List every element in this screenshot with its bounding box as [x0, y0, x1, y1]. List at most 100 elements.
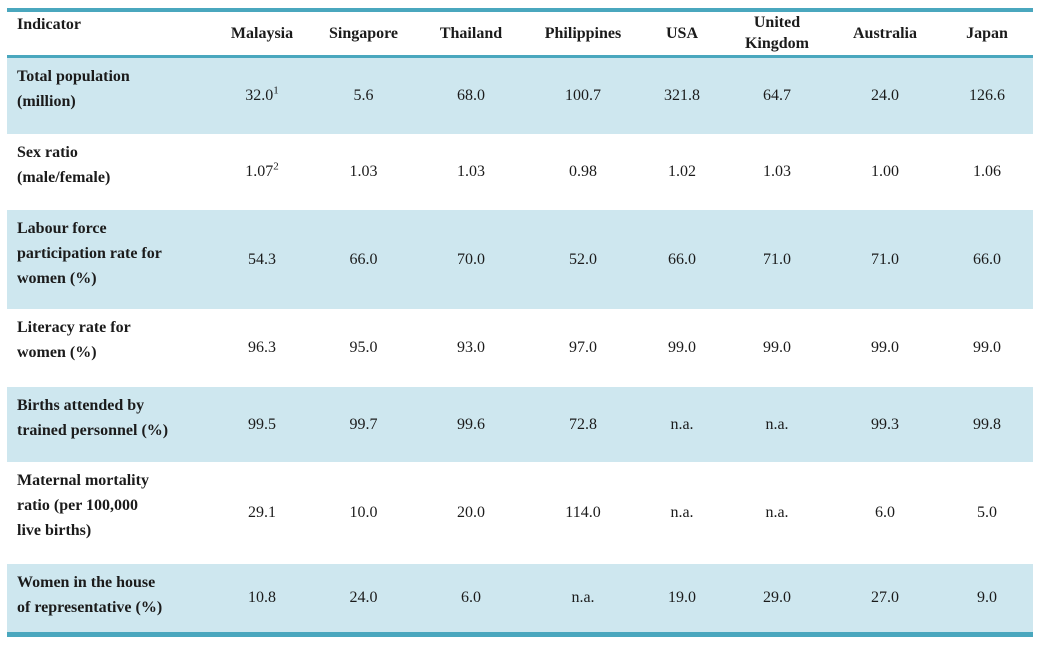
value-cell: 99.0 [973, 339, 1001, 356]
indicator-label: Women in the house of representative (%) [7, 564, 212, 634]
indicator-label: Births attended by trained personnel (%) [7, 387, 212, 462]
column-header-philippines: Philippines [527, 10, 639, 58]
value-cell: 10.8 [248, 588, 276, 606]
value-cell: 96.3 [248, 339, 276, 356]
indicator-label-line: Births attended by [17, 397, 145, 414]
value-cell: 19.0 [668, 588, 696, 606]
value-cell: 99.0 [763, 339, 791, 356]
header-row: Indicator Malaysia Singapore Thailand Ph… [7, 10, 1033, 58]
value-cell: 1.06 [973, 163, 1001, 180]
table-row-maternal-mortality: Maternal mortality ratio (per 100,000 li… [7, 462, 1033, 564]
value-cell: 99.3 [871, 415, 899, 433]
value-cell: n.a. [765, 415, 789, 433]
value-cell: 64.7 [763, 86, 791, 104]
footnote-marker: 2 [273, 160, 279, 173]
indicator-label-line: (million) [17, 92, 76, 110]
table-row-labour-force: Labour force participation rate for wome… [7, 210, 1033, 309]
value-cell: 93.0 [457, 339, 485, 356]
value-cell: 71.0 [871, 250, 899, 268]
column-header-singapore: Singapore [312, 10, 415, 58]
table-row-literacy-rate: Literacy rate for women (%) 96.3 95.0 93… [7, 309, 1033, 387]
table-row-sex-ratio: Sex ratio (male/female) 1.072 1.03 1.03 … [7, 134, 1033, 210]
value-cell: 99.8 [973, 415, 1001, 433]
value-cell: 99.0 [668, 339, 696, 356]
value-cell: 6.0 [875, 504, 895, 521]
value-cell: 9.0 [977, 588, 997, 606]
value-cell: 70.0 [457, 250, 485, 268]
value-cell: 99.6 [457, 415, 485, 433]
value-cell: 99.7 [349, 415, 378, 433]
value-cell: n.a. [571, 588, 595, 606]
value-cell: 0.98 [569, 163, 597, 180]
value-cell: 5.6 [353, 86, 374, 104]
indicator-label-line: women (%) [17, 270, 97, 287]
footnote-marker: 1 [273, 84, 279, 97]
value-cell: 66.0 [668, 250, 696, 268]
value-cell: 100.7 [565, 86, 601, 104]
value-cell: 97.0 [569, 339, 597, 356]
value-cell: 20.0 [457, 504, 485, 521]
column-header-malaysia: Malaysia [212, 10, 312, 58]
value-cell: 71.0 [763, 250, 791, 268]
indicator-label-line: Women in the house [17, 574, 156, 591]
value-cell: 99.5 [248, 415, 276, 433]
indicator-label-line: Maternal mortality [17, 472, 149, 489]
value-cell: 6.0 [461, 588, 481, 606]
value-cell: 68.0 [457, 86, 485, 104]
indicator-label-line: Labour force [17, 220, 107, 237]
gender-indicators-table: Indicator Malaysia Singapore Thailand Ph… [7, 8, 1033, 637]
value-cell: n.a. [670, 415, 694, 433]
value-cell: 99.0 [871, 339, 899, 356]
indicator-label: Literacy rate for women (%) [7, 309, 212, 387]
value-cell: 66.0 [973, 250, 1001, 268]
indicator-label-line: Literacy rate for [17, 319, 131, 336]
value-cell: 1.072 [212, 134, 312, 210]
indicator-label-line: trained personnel (%) [17, 422, 169, 439]
value-cell: 24.0 [349, 588, 378, 606]
table-row-women-in-house: Women in the house of representative (%)… [7, 564, 1033, 634]
column-header-usa: USA [639, 10, 725, 58]
column-header-indicator: Indicator [7, 10, 212, 58]
indicator-label-line: participation rate for [17, 245, 162, 262]
indicator-label-line: of representative (%) [17, 599, 163, 616]
column-header-united-kingdom: United Kingdom [725, 10, 829, 58]
value-cell: 32.01 [212, 56, 312, 134]
value-cell: 72.8 [569, 415, 597, 433]
indicator-label-line: live births) [17, 522, 92, 539]
table-row-births-attended: Births attended by trained personnel (%)… [7, 387, 1033, 462]
value-cell: 10.0 [349, 504, 378, 521]
table-row-total-population: Total population (million) 32.01 5.6 68.… [7, 56, 1033, 134]
column-header-thailand: Thailand [415, 10, 527, 58]
value-cell: 126.6 [969, 86, 1005, 104]
indicator-label-line: Total population [17, 67, 130, 85]
column-header-australia: Australia [829, 10, 941, 58]
indicator-label: Sex ratio (male/female) [7, 134, 212, 210]
column-header-japan: Japan [941, 10, 1033, 58]
value-cell: n.a. [670, 504, 694, 521]
value-cell: 1.02 [668, 163, 696, 180]
value-cell: 54.3 [248, 250, 276, 268]
value-text: 32.0 [245, 86, 274, 104]
indicator-label: Labour force participation rate for wome… [7, 210, 212, 309]
value-cell: 52.0 [569, 250, 597, 268]
indicator-label-line: women (%) [17, 344, 97, 361]
value-cell: 29.1 [248, 504, 276, 521]
value-cell: 1.00 [871, 163, 899, 180]
indicator-label-line: ratio (per 100,000 [17, 497, 139, 514]
value-cell: 1.03 [763, 163, 791, 180]
indicator-label: Maternal mortality ratio (per 100,000 li… [7, 462, 212, 564]
value-cell: 66.0 [349, 250, 378, 268]
indicator-label: Total population (million) [7, 56, 212, 134]
value-cell: 1.03 [349, 163, 378, 180]
value-text: 1.07 [245, 163, 274, 180]
value-cell: 5.0 [977, 504, 997, 521]
value-cell: 27.0 [871, 588, 899, 606]
value-cell: 95.0 [349, 339, 378, 356]
value-cell: 29.0 [763, 588, 791, 606]
value-cell: n.a. [765, 504, 789, 521]
value-cell: 114.0 [565, 504, 601, 521]
value-cell: 1.03 [457, 163, 485, 180]
value-cell: 321.8 [664, 86, 700, 104]
indicator-label-line: Sex ratio [17, 144, 78, 161]
